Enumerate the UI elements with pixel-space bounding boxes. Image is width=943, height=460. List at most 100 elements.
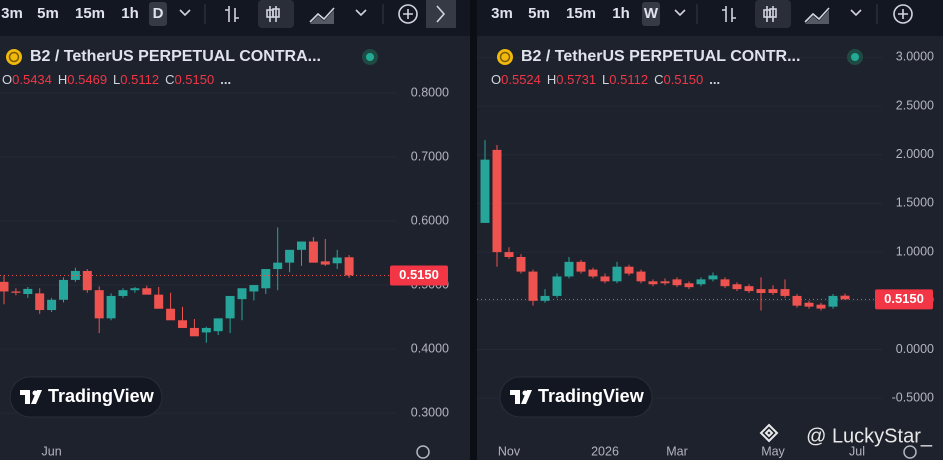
y-tick-label: 0.8000 [411, 85, 449, 99]
candles [480, 140, 850, 311]
settings-icon[interactable] [903, 445, 917, 459]
timeframe[interactable]: 1h [121, 5, 139, 22]
active-timeframe [642, 2, 660, 26]
candle-body [696, 279, 706, 285]
candle-body [273, 262, 283, 270]
timeframe[interactable]: 15m [566, 5, 596, 22]
chart: 3m5m15m1hW-0.50000.00000.50001.00001.500… [477, 2, 934, 459]
candle-body [344, 257, 354, 276]
candle-body [612, 266, 622, 282]
candle-body [588, 269, 598, 277]
x-tick-label: Mar [666, 444, 688, 458]
candle-body [332, 257, 342, 264]
logo-box [499, 376, 653, 418]
ohlc-value: 0.5150 [174, 72, 214, 87]
candle-body [320, 261, 330, 265]
candle-body [564, 261, 574, 277]
timeframe[interactable]: 15m [75, 5, 105, 22]
settings-icon[interactable] [416, 445, 430, 459]
candle-body [35, 293, 45, 311]
candle-body [178, 320, 187, 328]
y-tick-label: 2.5000 [896, 98, 934, 112]
ohlc-value: 0.5469 [67, 72, 107, 87]
candles [0, 227, 354, 343]
candle-body [249, 285, 259, 292]
candle-body [106, 295, 116, 319]
watermark-icon [759, 423, 779, 443]
ohlc-label: L [602, 72, 609, 87]
ohlc-label: O [491, 72, 501, 87]
candle-body [732, 284, 742, 290]
candle-body [237, 288, 247, 300]
candle-body [540, 295, 550, 301]
ohlc-header: O0.5434 H0.5469 L0.5112 C0.5150... [2, 72, 231, 87]
candle-body [624, 266, 634, 274]
ohlc-label: C [165, 72, 174, 87]
candle-body [672, 279, 682, 286]
candle-body [82, 270, 92, 291]
candle-body [816, 304, 826, 309]
candle-body [684, 283, 694, 288]
candle-body [0, 281, 9, 292]
candle-body [792, 295, 802, 306]
candle-body [11, 291, 21, 293]
logo-text: TradingView [48, 386, 155, 406]
candle-body [118, 290, 128, 296]
y-tick-label: 0.3000 [411, 405, 449, 419]
candle-body [59, 279, 68, 300]
candle-body [47, 299, 57, 311]
logo-dot [522, 390, 528, 396]
candle-body [154, 294, 164, 309]
coin-icon-inner [8, 51, 20, 63]
candle-body [94, 290, 104, 319]
chart: 3m5m15m1hD0.30000.40000.50000.60000.7000… [0, 2, 449, 459]
candle-body [552, 276, 562, 296]
candle-body [142, 288, 152, 295]
ohlc-value: 0.5731 [556, 72, 596, 87]
candle-body [660, 281, 670, 284]
x-tick-label: Nov [498, 444, 521, 458]
timeframe[interactable]: 5m [37, 5, 59, 22]
candle-body [828, 295, 838, 307]
candle-body [297, 241, 306, 250]
candle-body [528, 271, 538, 301]
y-tick-label: 1.5000 [896, 196, 934, 210]
y-tick-label: 0.4000 [411, 341, 449, 355]
active-timeframe [149, 2, 167, 26]
candle-body [70, 270, 80, 280]
candle-body [166, 308, 176, 321]
candle-body [600, 276, 610, 282]
candle-body [201, 327, 211, 333]
candle-body [504, 252, 514, 257]
timeframe[interactable]: 1h [612, 5, 630, 22]
candle-body [708, 275, 718, 280]
chart-title: B2 / TetherUS PERPETUAL CONTRA... [30, 48, 321, 65]
timeframe[interactable]: W [644, 5, 659, 22]
candle-body [768, 289, 778, 294]
status-dot [851, 53, 859, 61]
ohlc-more: ... [709, 72, 720, 87]
ohlc-label: O [2, 72, 12, 87]
timeframe[interactable]: 3m [1, 5, 23, 22]
x-tick-label: 2026 [591, 444, 619, 458]
ohlc-header: O0.5524 H0.5731 L0.5112 C0.5150... [491, 72, 720, 87]
candle-body [756, 289, 766, 294]
ohlc-more: ... [220, 72, 231, 87]
x-tick-label: Jun [42, 444, 62, 458]
ohlc-label: H [58, 72, 67, 87]
candle-body [308, 241, 318, 263]
candle-body [225, 295, 235, 319]
toolbar-icons-left [179, 0, 456, 28]
timeframe[interactable]: 5m [528, 5, 550, 22]
timeframe[interactable]: 3m [491, 5, 513, 22]
ohlc-value: 0.5112 [609, 72, 648, 87]
logo-box [9, 376, 163, 418]
y-tick-label: -0.5000 [892, 390, 934, 404]
candle-body [189, 327, 199, 337]
y-tick-label: 0.7000 [411, 149, 449, 163]
ohlc-label: L [113, 72, 120, 87]
candle-body [516, 256, 526, 272]
y-tick-label: 3.0000 [896, 50, 934, 64]
timeframe[interactable]: D [153, 5, 164, 22]
